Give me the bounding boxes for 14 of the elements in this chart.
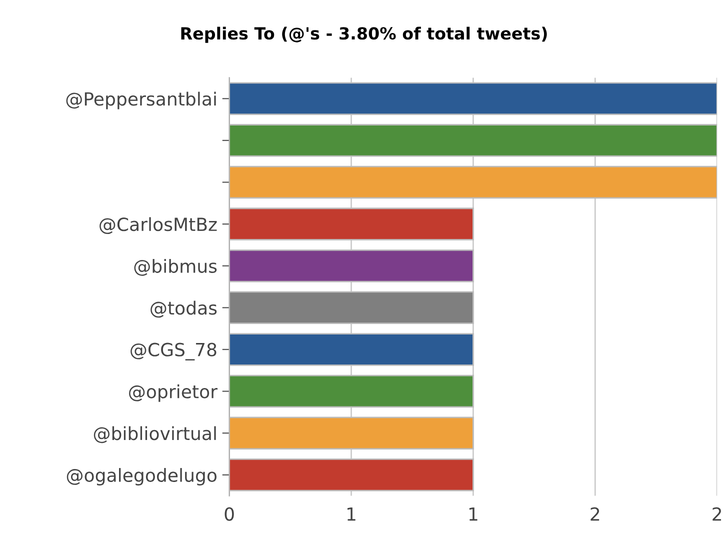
y-tick-label: @Peppersantblai [66,92,216,110]
x-tick-label: 2 [590,507,600,521]
y-tick-label: @bibmus [134,258,217,276]
x-tick-label: 2 [712,507,722,521]
y-tick-label: @bibliovirtual [94,426,216,444]
x-tick-label: 1 [348,507,356,521]
y-tick-label: @ogalegodelugo [66,468,217,486]
x-tick-label: 1 [469,507,478,521]
y-tick-label: @oprietor [129,384,218,402]
y-tick-label: @todas [150,300,217,318]
y-tick-label: @CGS_78 [130,342,216,360]
y-tick-label: @CarlosMtBz [100,217,217,234]
chart-title: Replies To (@'s - 3.80% of total tweets) [181,26,547,43]
x-tick-label: 0 [224,507,234,521]
